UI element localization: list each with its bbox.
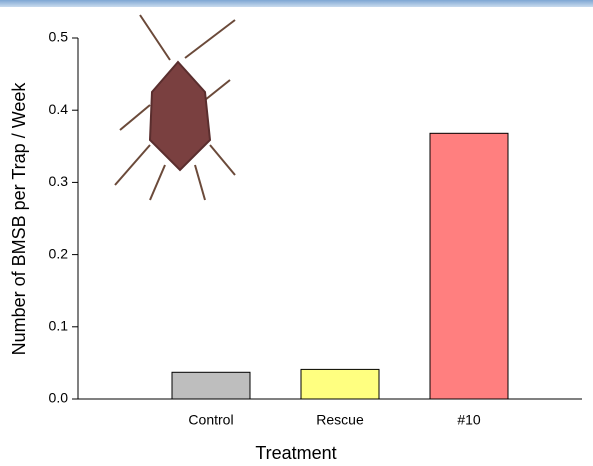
y-axis-title: Number of BMSB per Trap / Week [9, 82, 29, 356]
x-tick-label: Rescue [316, 412, 364, 428]
y-tick-label: 0.0 [49, 390, 69, 406]
x-tick-label: Control [188, 412, 233, 428]
x-axis-title: Treatment [255, 443, 336, 463]
x-tick-label: #10 [457, 412, 481, 428]
y-tick-label: 0.5 [49, 29, 69, 45]
bug-picture [114, 14, 236, 201]
y-tick-label: 0.3 [49, 173, 69, 189]
top-band [0, 0, 593, 7]
bar [429, 132, 509, 400]
bar [300, 368, 380, 400]
y-tick-label: 0.2 [49, 245, 69, 261]
bar [171, 371, 251, 400]
y-tick-label: 0.4 [49, 101, 69, 117]
y-tick-label: 0.1 [49, 318, 69, 334]
